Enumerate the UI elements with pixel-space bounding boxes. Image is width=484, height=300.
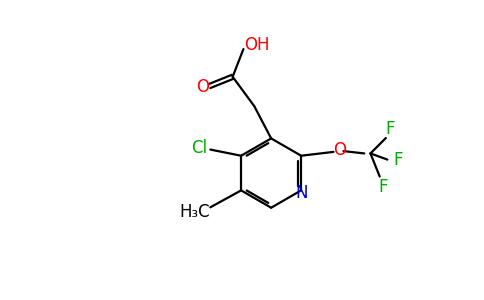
Text: O: O (196, 78, 209, 96)
Text: Cl: Cl (191, 139, 207, 157)
Text: F: F (386, 120, 395, 138)
Text: OH: OH (244, 36, 270, 54)
Text: O: O (333, 141, 346, 159)
Text: F: F (393, 151, 403, 169)
Text: N: N (296, 184, 308, 202)
Text: H₃C: H₃C (180, 203, 210, 221)
Text: F: F (378, 178, 388, 196)
